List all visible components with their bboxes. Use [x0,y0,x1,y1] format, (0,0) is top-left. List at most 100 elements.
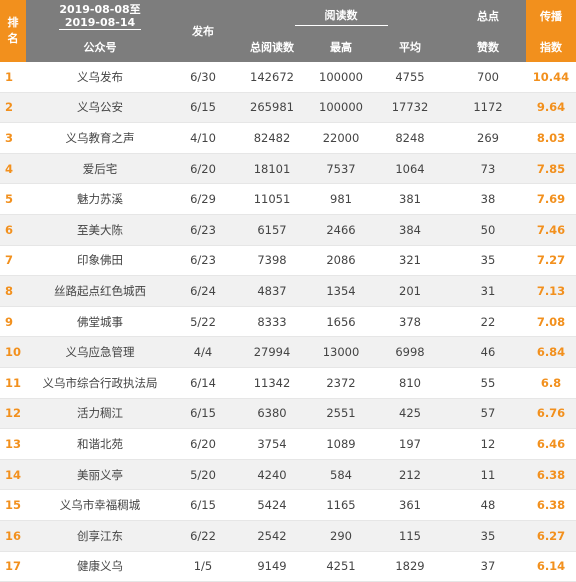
rank-cell: 3 [0,122,26,154]
index-cell: 7.46 [526,214,576,246]
index-cell: 6.27 [526,520,576,551]
account-name-cell: 健康义乌 [26,551,174,582]
publish-cell: 6/14 [174,367,232,399]
max-reads-cell: 2466 [312,214,370,246]
likes-cell: 35 [450,245,526,276]
account-name-cell: 义乌应急管理 [26,336,174,368]
rank-cell: 1 [0,62,26,93]
index-cell: 6.38 [526,459,576,490]
account-name-cell: 印象佛田 [26,245,174,276]
max-reads-header: 最高 [312,32,370,62]
index-header-bottom: 指数 [526,32,576,62]
max-reads-cell: 4251 [312,551,370,582]
likes-cell: 35 [450,520,526,551]
account-name-cell: 创享江东 [26,520,174,551]
table-row: 17 健康义乌 1/5 9149 4251 1829 37 6.14 [0,551,576,582]
likes-cell: 11 [450,459,526,490]
account-header: 公众号 [26,32,174,62]
likes-cell: 48 [450,489,526,521]
account-name-cell: 爱后宅 [26,153,174,184]
date-range-header: 2019-08-08至 2019-08-14 [26,0,174,32]
index-cell: 7.85 [526,153,576,184]
table-row: 13 和谐北苑 6/20 3754 1089 197 12 6.46 [0,428,576,460]
table-row: 4 爱后宅 6/20 18101 7537 1064 73 7.85 [0,153,576,184]
account-name-cell: 和谐北苑 [26,428,174,460]
account-name-cell: 佛堂城事 [26,306,174,337]
account-name-cell: 丝路起点红色城西 [26,275,174,307]
avg-reads-cell: 212 [370,459,450,490]
rank-cell: 12 [0,398,26,429]
total-reads-cell: 27994 [232,336,312,368]
total-reads-header: 总阅读数 [232,32,312,62]
total-reads-cell: 4240 [232,459,312,490]
rank-header: 排名 [0,0,26,62]
likes-cell: 73 [450,153,526,184]
max-reads-cell: 290 [312,520,370,551]
publish-cell: 6/20 [174,428,232,460]
rank-header-label: 排名 [7,16,19,45]
index-cell: 6.46 [526,428,576,460]
total-reads-cell: 4837 [232,275,312,307]
avg-reads-cell: 8248 [370,122,450,154]
publish-cell: 6/20 [174,153,232,184]
avg-reads-cell: 321 [370,245,450,276]
avg-reads-cell: 378 [370,306,450,337]
table-row: 7 印象佛田 6/23 7398 2086 321 35 7.27 [0,245,576,276]
rank-cell: 11 [0,367,26,399]
publish-cell: 4/4 [174,336,232,368]
publish-header: 发布 [174,0,232,62]
account-name-cell: 美丽义亭 [26,459,174,490]
publish-cell: 6/23 [174,245,232,276]
table-row: 3 义乌教育之声 4/10 82482 22000 8248 269 8.03 [0,122,576,154]
publish-cell: 6/24 [174,275,232,307]
likes-header-bottom: 赞数 [450,32,526,62]
max-reads-cell: 22000 [312,122,370,154]
publish-cell: 6/29 [174,183,232,215]
likes-cell: 38 [450,183,526,215]
table-row: 14 美丽义亭 5/20 4240 584 212 11 6.38 [0,459,576,490]
likes-cell: 31 [450,275,526,307]
table-row: 8 丝路起点红色城西 6/24 4837 1354 201 31 7.13 [0,275,576,307]
date-range-start: 2019-08-08至 [59,2,141,16]
rank-cell: 6 [0,214,26,246]
rank-cell: 2 [0,92,26,123]
total-reads-cell: 142672 [232,62,312,93]
index-cell: 10.44 [526,62,576,93]
publish-cell: 5/20 [174,459,232,490]
total-reads-cell: 2542 [232,520,312,551]
avg-reads-header: 平均 [370,32,450,62]
rank-cell: 9 [0,306,26,337]
rank-cell: 13 [0,428,26,460]
avg-reads-cell: 4755 [370,62,450,93]
total-reads-cell: 6157 [232,214,312,246]
account-name-cell: 魅力苏溪 [26,183,174,215]
rank-cell: 16 [0,520,26,551]
total-reads-cell: 6380 [232,398,312,429]
total-reads-cell: 8333 [232,306,312,337]
likes-cell: 269 [450,122,526,154]
table-row: 15 义乌市幸福稠城 6/15 5424 1165 361 48 6.38 [0,489,576,521]
likes-cell: 50 [450,214,526,246]
avg-reads-cell: 115 [370,520,450,551]
publish-cell: 6/30 [174,62,232,93]
max-reads-cell: 1656 [312,306,370,337]
publish-cell: 6/15 [174,92,232,123]
total-reads-cell: 11342 [232,367,312,399]
table-row: 16 创享江东 6/22 2542 290 115 35 6.27 [0,520,576,551]
max-reads-cell: 2551 [312,398,370,429]
max-reads-cell: 100000 [312,92,370,123]
likes-cell: 700 [450,62,526,93]
likes-cell: 1172 [450,92,526,123]
table-row: 9 佛堂城事 5/22 8333 1656 378 22 7.08 [0,306,576,337]
publish-cell: 6/22 [174,520,232,551]
total-reads-cell: 82482 [232,122,312,154]
index-cell: 6.84 [526,336,576,368]
max-reads-cell: 1165 [312,489,370,521]
index-cell: 6.76 [526,398,576,429]
max-reads-cell: 2086 [312,245,370,276]
publish-cell: 6/23 [174,214,232,246]
total-reads-cell: 9149 [232,551,312,582]
publish-cell: 6/15 [174,489,232,521]
